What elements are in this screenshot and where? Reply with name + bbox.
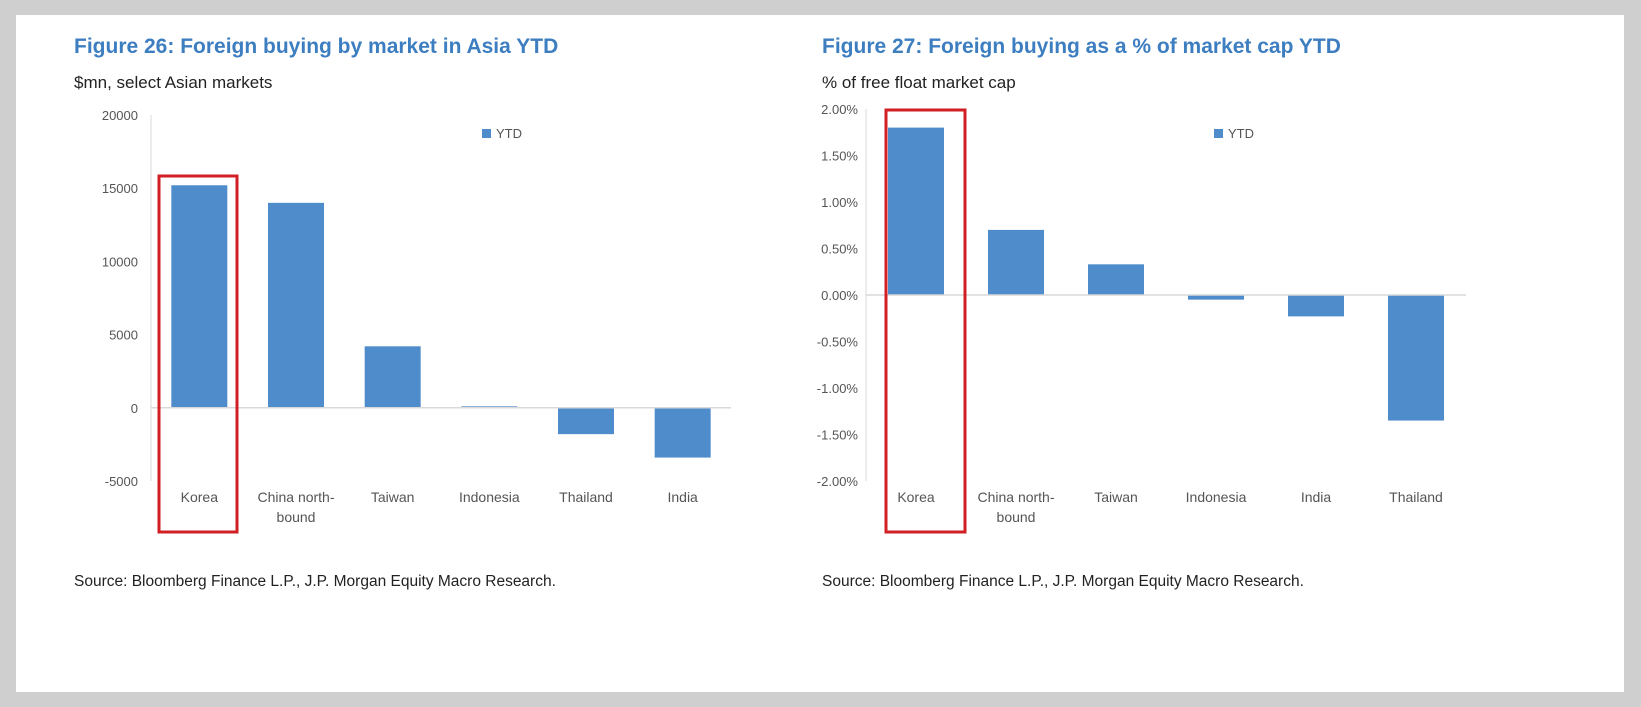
figure-26-subtitle: $mn, select Asian markets (74, 73, 273, 92)
y-tick-label: -2.00% (817, 474, 859, 489)
bar-korea (888, 127, 944, 295)
y-tick-label: 0 (131, 401, 138, 416)
category-label: Thailand (559, 489, 613, 505)
legend-label: YTD (1228, 126, 1254, 141)
category-label: Taiwan (1094, 489, 1138, 505)
category-label: Indonesia (1186, 489, 1247, 505)
category-label: India (1301, 489, 1332, 505)
y-tick-label: -1.50% (817, 428, 859, 443)
y-tick-label: -5000 (105, 474, 138, 489)
figure-27-subtitle: % of free float market cap (822, 73, 1016, 92)
y-tick-label: 1.50% (821, 149, 858, 164)
report-page: Figure 26: Foreign buying by market in A… (16, 15, 1624, 692)
bar-china-north-bound (268, 202, 324, 408)
highlight-box (157, 174, 239, 534)
y-tick-label: 5000 (109, 328, 138, 343)
category-label: Korea (897, 489, 935, 505)
y-tick-label: 10000 (102, 254, 138, 269)
legend-swatch (1214, 129, 1223, 138)
bar-thailand (1388, 295, 1444, 421)
category-label: China north- (257, 489, 334, 505)
bar-india (1288, 295, 1344, 317)
y-tick-label: 0.50% (821, 242, 858, 257)
figure-27-panel: Figure 27: Foreign buying as a % of mark… (764, 15, 1524, 692)
y-tick-label: 0.00% (821, 288, 858, 303)
bar-thailand (558, 407, 614, 435)
bar-taiwan (1088, 264, 1144, 295)
category-label: Indonesia (459, 489, 520, 505)
bar-taiwan (364, 346, 421, 408)
y-tick-label: 1.00% (821, 195, 858, 210)
figure-26-panel: Figure 26: Foreign buying by market in A… (16, 15, 776, 692)
y-tick-label: 15000 (102, 181, 138, 196)
figure-26-chart: 20000 15000 10000 5000 0 -5000 Korea China nort… (102, 108, 731, 534)
y-tick-label: -1.00% (817, 381, 859, 396)
highlight-box (884, 108, 967, 534)
category-label: bound (277, 509, 316, 525)
y-tick-label: -0.50% (817, 335, 859, 350)
legend-swatch (482, 129, 491, 138)
bar-china-north-bound (988, 229, 1044, 295)
bar-korea (171, 185, 228, 408)
y-tick-label: 20000 (102, 108, 138, 123)
category-label: China north- (977, 489, 1054, 505)
figure-27-title: Figure 27: Foreign buying as a % of mark… (822, 35, 1341, 58)
y-tick-label: 2.00% (821, 102, 858, 117)
category-label: Korea (181, 489, 219, 505)
category-label: India (667, 489, 698, 505)
bar-indonesia (1188, 295, 1244, 300)
category-label: Thailand (1389, 489, 1443, 505)
category-label: Taiwan (371, 489, 415, 505)
legend-label: YTD (496, 126, 522, 141)
figure-27-source: Source: Bloomberg Finance L.P., J.P. Mor… (822, 573, 1304, 590)
figure-26-title: Figure 26: Foreign buying by market in A… (74, 35, 559, 58)
category-label: bound (997, 509, 1036, 525)
figure-27-chart: 2.00% 1.50% 1.00% 0.50% 0.00% -0.50% -1.00% -1.… (817, 102, 1466, 534)
bar-india (654, 407, 711, 458)
figure-26-source: Source: Bloomberg Finance L.P., J.P. Mor… (74, 573, 556, 590)
